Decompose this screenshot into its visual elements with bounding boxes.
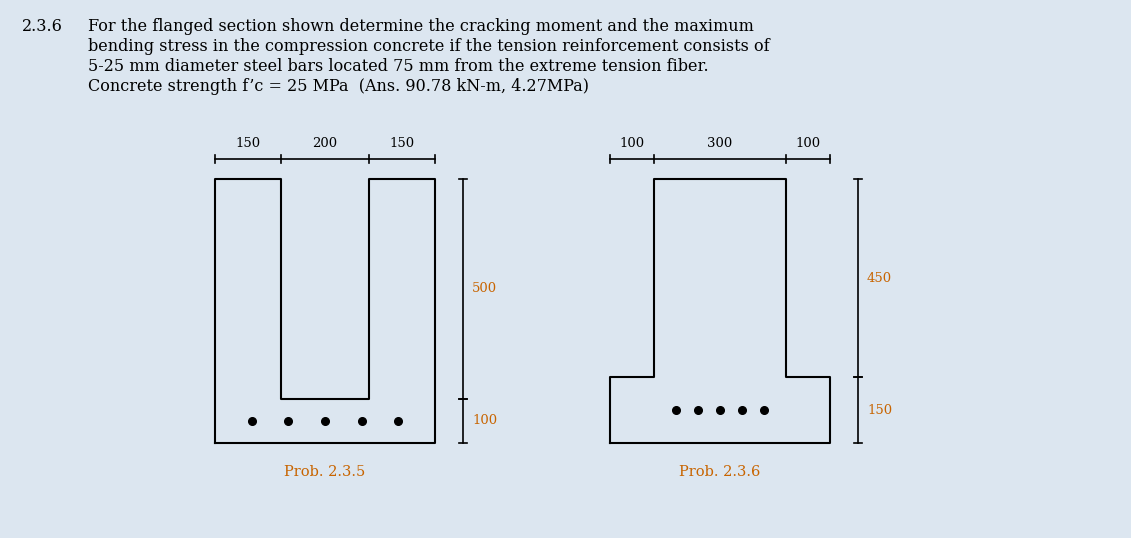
Text: For the flanged section shown determine the cracking moment and the maximum: For the flanged section shown determine … bbox=[88, 18, 754, 35]
Text: 100: 100 bbox=[472, 414, 498, 428]
Text: Prob. 2.3.6: Prob. 2.3.6 bbox=[680, 465, 761, 479]
Text: 150: 150 bbox=[867, 404, 892, 416]
Text: 200: 200 bbox=[312, 137, 337, 150]
Text: 450: 450 bbox=[867, 272, 892, 285]
Text: bending stress in the compression concrete if the tension reinforcement consists: bending stress in the compression concre… bbox=[88, 38, 769, 55]
Text: 2.3.6: 2.3.6 bbox=[21, 18, 63, 35]
Text: Concrete strength f’c = 25 MPa  (Ans. 90.78 kN-m, 4.27MPa): Concrete strength f’c = 25 MPa (Ans. 90.… bbox=[88, 78, 589, 95]
Text: 300: 300 bbox=[707, 137, 733, 150]
Text: 100: 100 bbox=[620, 137, 645, 150]
Text: 150: 150 bbox=[235, 137, 260, 150]
Text: Prob. 2.3.5: Prob. 2.3.5 bbox=[284, 465, 365, 479]
Text: 150: 150 bbox=[389, 137, 415, 150]
Text: 5-25 mm diameter steel bars located 75 mm from the extreme tension fiber.: 5-25 mm diameter steel bars located 75 m… bbox=[88, 58, 709, 75]
Text: 100: 100 bbox=[795, 137, 821, 150]
Text: 500: 500 bbox=[472, 282, 498, 295]
